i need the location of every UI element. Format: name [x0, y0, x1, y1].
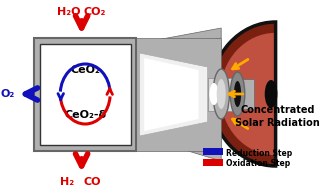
Polygon shape	[135, 135, 221, 161]
Polygon shape	[144, 58, 199, 131]
Text: CO₂: CO₂	[83, 7, 106, 17]
Polygon shape	[135, 28, 221, 54]
Text: O₂: O₂	[0, 89, 15, 99]
Ellipse shape	[217, 79, 226, 109]
Bar	[208, 78, 239, 111]
Bar	[135, 38, 221, 151]
Bar	[237, 79, 254, 109]
Text: CeO₂: CeO₂	[70, 65, 100, 75]
Text: Concentrated
Solar Radiation: Concentrated Solar Radiation	[235, 105, 320, 128]
Polygon shape	[126, 44, 137, 54]
Text: H₂O: H₂O	[57, 7, 81, 17]
Ellipse shape	[230, 72, 245, 116]
Wedge shape	[220, 33, 276, 155]
Bar	[34, 38, 136, 151]
Text: Reduction Step: Reduction Step	[226, 149, 292, 157]
Ellipse shape	[213, 69, 229, 119]
Ellipse shape	[265, 80, 277, 108]
Text: Oxidation Step: Oxidation Step	[226, 160, 290, 169]
Ellipse shape	[209, 83, 218, 105]
Text: CeO₂-δ: CeO₂-δ	[64, 110, 106, 120]
Bar	[203, 148, 223, 155]
Bar	[203, 159, 223, 166]
Polygon shape	[140, 53, 208, 136]
Polygon shape	[126, 135, 137, 145]
Text: CO: CO	[84, 177, 101, 187]
Wedge shape	[210, 22, 276, 166]
Bar	[40, 44, 131, 145]
Text: H₂: H₂	[60, 177, 74, 187]
Ellipse shape	[234, 81, 241, 107]
